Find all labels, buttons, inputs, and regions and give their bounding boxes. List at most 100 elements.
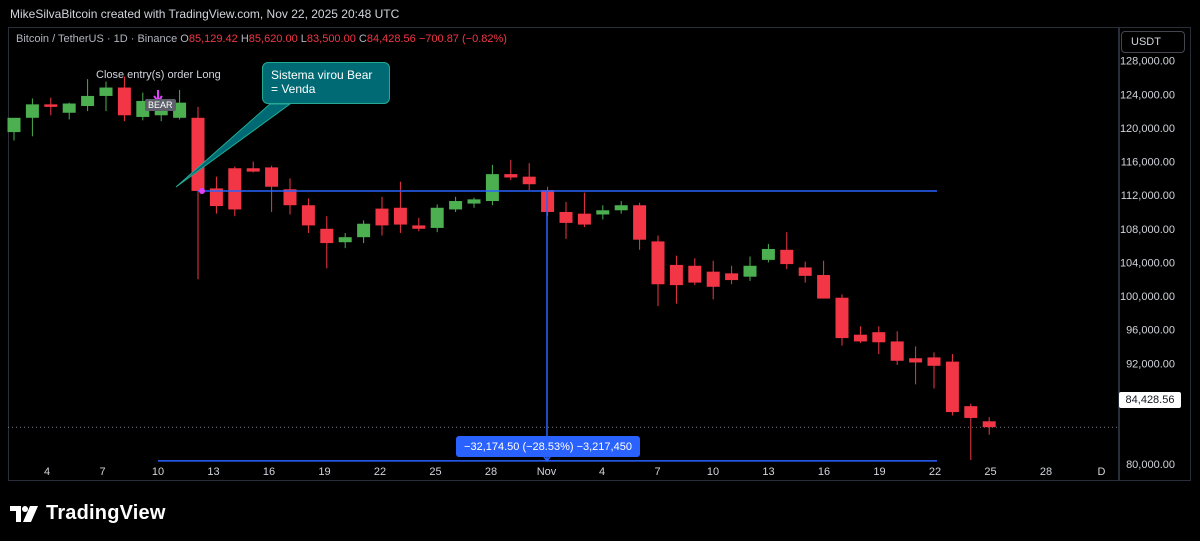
currency-selector[interactable]: USDT: [1121, 31, 1185, 53]
candle-body: [504, 174, 518, 178]
candle-body: [228, 168, 242, 210]
close-entry-label: Close entry(s) order Long: [96, 69, 221, 81]
x-tick-label: 25: [429, 466, 441, 478]
candle-body: [835, 297, 849, 339]
x-tick-label: 10: [707, 466, 719, 478]
candle-body: [301, 205, 315, 226]
chart-header: MikeSilvaBitcoin created with TradingVie…: [10, 7, 400, 21]
candle-body: [669, 264, 683, 286]
candle-body: [430, 207, 444, 228]
x-tick-label: 19: [318, 466, 330, 478]
y-tick-label: 128,000.00: [1120, 56, 1175, 68]
candle-body: [872, 332, 886, 343]
x-tick-label: 13: [762, 466, 774, 478]
entry-marker: [199, 187, 205, 194]
x-tick-label: 13: [207, 466, 219, 478]
candle-body: [909, 358, 923, 363]
x-tick-label: 25: [984, 466, 996, 478]
candle-body: [725, 273, 739, 281]
candle-body: [44, 104, 58, 107]
x-tick-label: 7: [654, 466, 660, 478]
candle-body: [522, 176, 536, 185]
tradingview-logo[interactable]: TradingView: [10, 502, 166, 525]
candle-body: [651, 241, 665, 285]
candle-body: [246, 168, 260, 172]
measure-label[interactable]: −32,174.50 (−28.53%) −3,217,450: [456, 436, 640, 457]
candle-body: [320, 228, 334, 244]
x-tick-label: D: [1098, 466, 1106, 478]
candle-body: [688, 265, 702, 283]
callout-text: Sistema virou Bear = Venda: [271, 68, 373, 96]
x-tick-label: 7: [99, 466, 105, 478]
ohlc-legend: Bitcoin / TetherUS · 1D · Binance O85,12…: [16, 33, 507, 45]
callout-bear[interactable]: Sistema virou Bear = Venda: [262, 62, 390, 104]
y-tick-label: 104,000.00: [1120, 257, 1175, 269]
candle-body: [375, 208, 389, 226]
candle-body: [485, 174, 499, 202]
candle-body: [927, 357, 941, 366]
candle-body: [945, 361, 959, 413]
candle-body: [633, 205, 647, 240]
candle-body: [7, 117, 21, 133]
y-tick-label: 116,000.00: [1121, 157, 1175, 169]
x-tick-label: 10: [152, 466, 164, 478]
x-tick-label: 28: [1040, 466, 1052, 478]
x-tick-label: 28: [485, 466, 497, 478]
price-axis[interactable]: [1119, 27, 1191, 481]
chart-pane[interactable]: [8, 27, 1119, 481]
candle-body: [964, 406, 978, 418]
y-tick-label: 80,000.00: [1126, 459, 1175, 471]
candle-body: [577, 213, 591, 225]
x-tick-label: 19: [873, 466, 885, 478]
tradingview-brand: TradingView: [46, 502, 166, 524]
callout-pointer: [175, 103, 292, 188]
candle-body: [706, 271, 720, 287]
low-label: L: [300, 33, 307, 45]
candle-body: [173, 102, 187, 118]
candle-body: [393, 207, 407, 225]
y-tick-label: 100,000.00: [1120, 291, 1175, 303]
high-value: 85,620.00: [248, 33, 298, 45]
open-value: 85,129.42: [188, 33, 238, 45]
last-price-tag: 84,428.56: [1119, 392, 1181, 408]
candle-body: [559, 211, 573, 223]
candle-body: [614, 205, 628, 211]
close-label: C: [358, 33, 367, 45]
candle-body: [761, 248, 775, 260]
y-tick-label: 92,000.00: [1126, 358, 1175, 370]
candle-body: [780, 249, 794, 265]
candle-body: [890, 341, 904, 361]
y-tick-label: 96,000.00: [1126, 325, 1175, 337]
x-tick-label: 4: [44, 466, 50, 478]
candle-body: [357, 223, 371, 238]
open-label: O: [180, 33, 189, 45]
candle-body: [62, 103, 76, 113]
x-tick-label: 22: [929, 466, 941, 478]
candle-body: [81, 95, 95, 107]
change-value: −700.87 (−0.82%): [418, 33, 507, 45]
candle-body: [743, 265, 757, 277]
y-tick-label: 124,000.00: [1120, 89, 1175, 101]
x-tick-label: Nov: [537, 466, 557, 478]
candle-body: [209, 188, 223, 207]
candle-body: [25, 104, 39, 118]
candle-body: [596, 210, 610, 215]
x-tick-label: 22: [374, 466, 386, 478]
y-tick-label: 112,000.00: [1121, 190, 1175, 202]
symbol-label: Bitcoin / TetherUS · 1D · Binance: [16, 33, 178, 45]
candle-body: [265, 167, 279, 187]
candle-body: [449, 201, 463, 210]
candle-body: [817, 275, 831, 299]
close-value: 84,428.56: [366, 33, 416, 45]
x-tick-label: 4: [599, 466, 605, 478]
candle-body: [283, 189, 297, 206]
candle-body: [412, 225, 426, 229]
y-tick-label: 108,000.00: [1120, 224, 1175, 236]
low-value: 83,500.00: [306, 33, 356, 45]
candle-body: [982, 421, 996, 428]
y-tick-label: 120,000.00: [1120, 123, 1175, 135]
x-tick-label: 16: [263, 466, 275, 478]
candle-body: [338, 237, 352, 243]
tradingview-logo-icon: [10, 505, 38, 522]
